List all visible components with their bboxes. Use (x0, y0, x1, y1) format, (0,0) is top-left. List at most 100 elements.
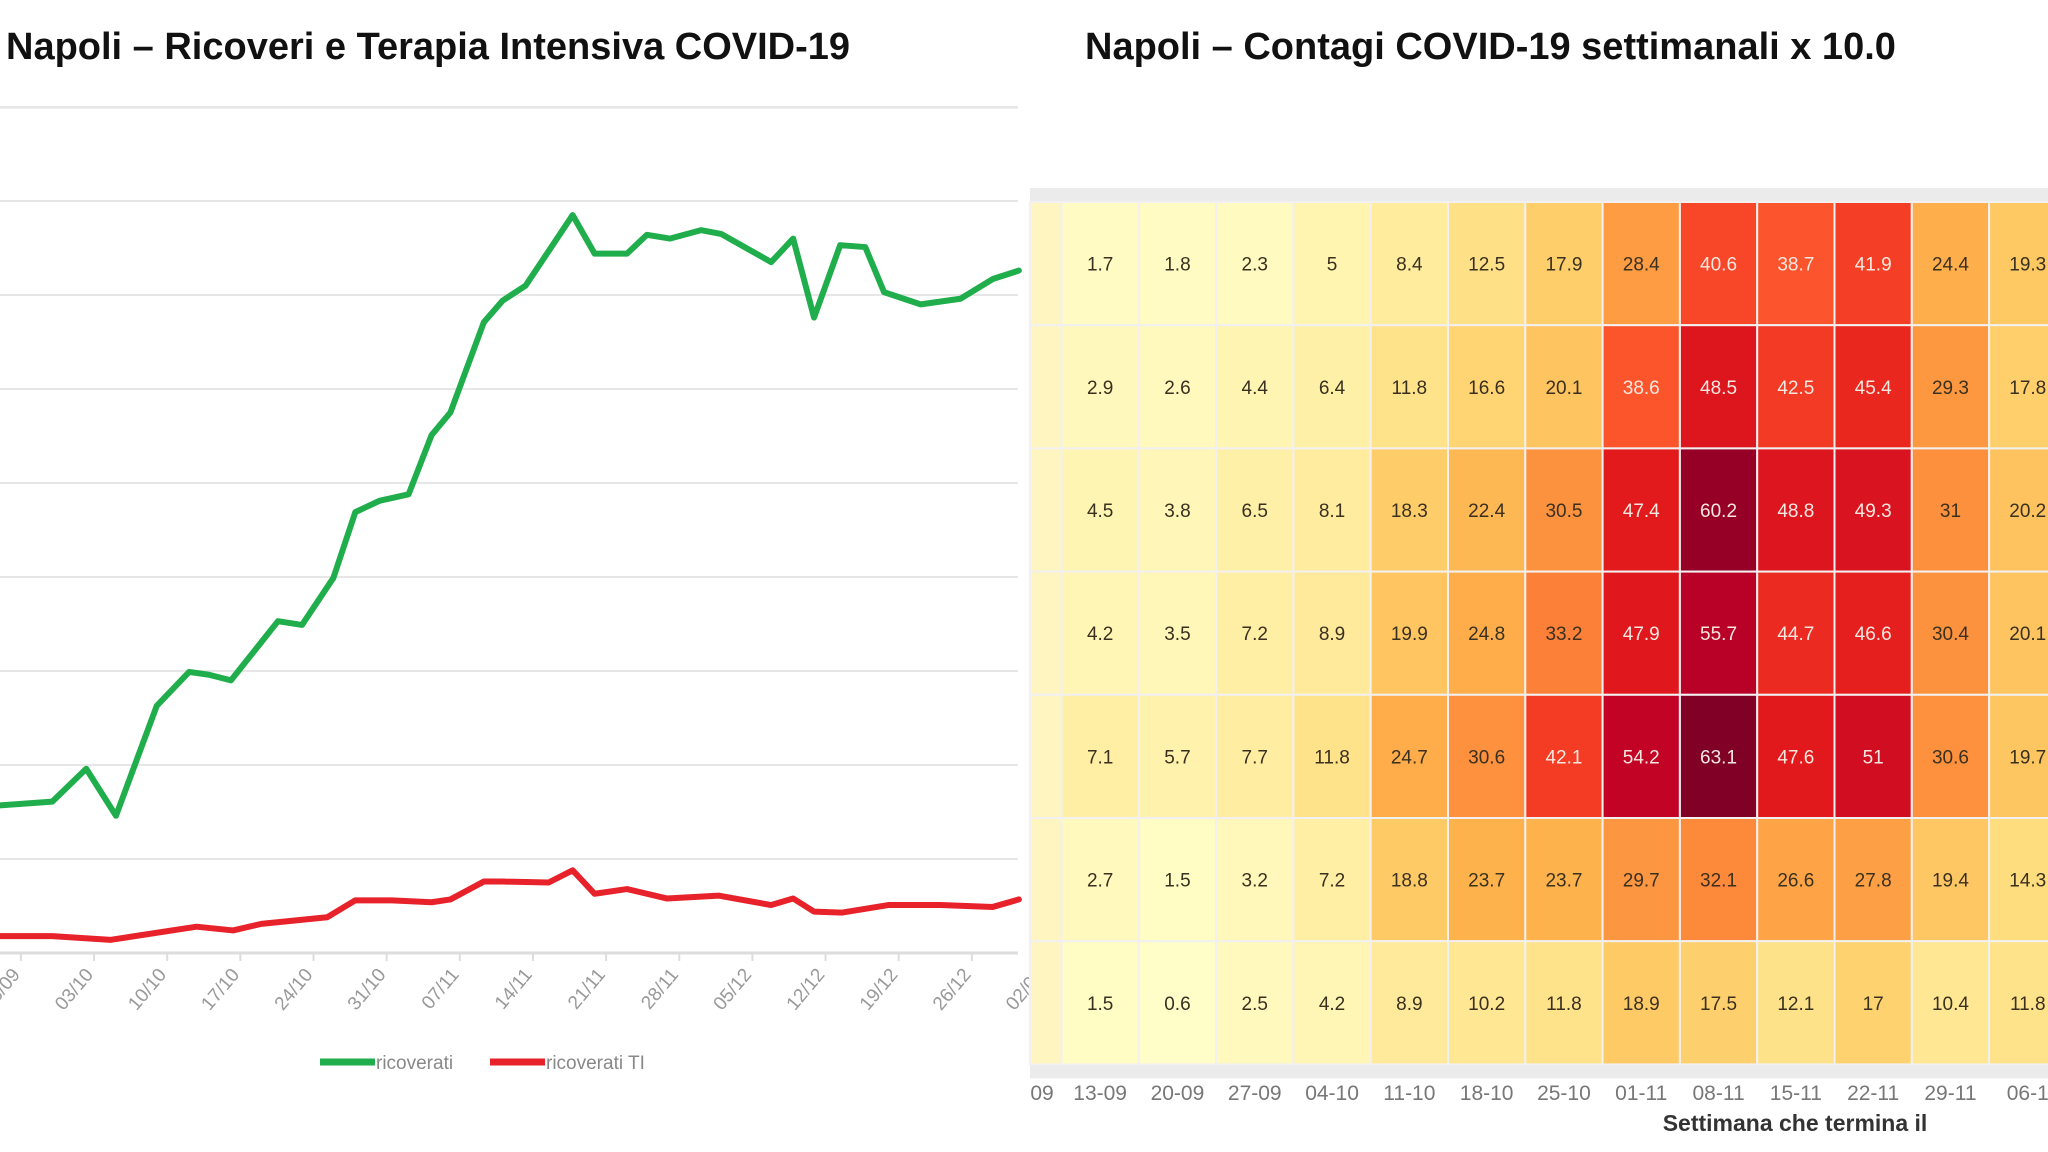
heatmap-value: 19.9 (1391, 624, 1428, 645)
heatmap-value: 5.7 (1164, 747, 1190, 768)
heatmap-value: 11.8 (1546, 994, 1582, 1015)
heatmap-value: 30.6 (1932, 747, 1969, 768)
heatmap-cell (1369, 817, 1449, 943)
series-line-ricoverati (0, 212, 1022, 819)
heatmap-value: 17.8 (2009, 378, 2046, 399)
heatmap-cell (1215, 940, 1295, 1066)
heatmap-cell (1369, 940, 1449, 1066)
heatmap-title: Napoli – Contagi COVID-19 settimanali x … (1085, 26, 1896, 68)
heatmap-value: 51 (1863, 747, 1884, 768)
heatmap-cell (1988, 324, 2048, 450)
heatmap-value: 24.8 (1468, 624, 1505, 645)
x-tick-label: 12/12 (783, 965, 830, 1015)
heatmap-value: 14.3 (2009, 871, 2046, 892)
heatmap-value: 12.1 (1777, 994, 1814, 1015)
heatmap-value: 20.1 (1545, 378, 1582, 399)
heatmap-cell (1756, 940, 1836, 1066)
legend-label: ricoverati (376, 1053, 453, 1074)
heatmap-cell (1369, 570, 1449, 696)
heatmap-value: 1.5 (1087, 994, 1113, 1015)
x-tick-label: 25-10 (1537, 1082, 1591, 1105)
heatmap-cell (1601, 201, 1681, 327)
heatmap-value: 30.5 (1545, 501, 1582, 522)
heatmap-value: 42.1 (1545, 747, 1582, 768)
heatmap-cell (1292, 817, 1372, 943)
heatmap-cell (1678, 693, 1759, 819)
heatmap-cell (1756, 817, 1836, 943)
heatmap-cell (1910, 324, 1991, 450)
line-chart-title: Napoli – Ricoveri e Terapia Intensiva CO… (6, 26, 851, 68)
heatmap-value: 40.6 (1700, 255, 1737, 276)
heatmap-value: 44.7 (1777, 624, 1814, 645)
heatmap-value: 11.8 (1314, 747, 1350, 768)
heatmap-cell (1215, 324, 1295, 450)
series-line-ricoverati-ti (0, 867, 1022, 943)
heatmap-value: 19.7 (2009, 747, 2046, 768)
heatmap-cell (1756, 693, 1836, 819)
heatmap-value: 22.4 (1468, 501, 1505, 522)
heatmap-value: 1.5 (1164, 871, 1190, 892)
heatmap-value: 4.2 (1087, 624, 1113, 645)
heatmap-cell (1601, 940, 1681, 1066)
heatmap-value: 0.6 (1164, 994, 1190, 1015)
x-tick-label: 15-11 (1770, 1082, 1822, 1105)
heatmap-cell (1447, 324, 1527, 450)
heatmap-value: 38.7 (1777, 255, 1814, 276)
heatmap-value: 7.2 (1242, 624, 1268, 645)
heatmap-value: 31 (1940, 501, 1961, 522)
heatmap-cell (1137, 817, 1218, 943)
x-tick-label: 13-09 (1073, 1082, 1127, 1105)
heatmap-cell (1910, 570, 1991, 696)
heatmap-value: 8.9 (1319, 624, 1345, 645)
heatmap-cell (1833, 570, 1913, 696)
heatmap-cell (1369, 447, 1449, 573)
heatmap-value: 6.4 (1319, 378, 1346, 399)
heatmap-cell (1833, 817, 1913, 943)
heatmap-cell (1369, 324, 1449, 450)
legend-label: ricoverati TI (546, 1053, 645, 1074)
heatmap-cell (1292, 940, 1372, 1066)
x-tick-label: 22-11 (1847, 1082, 1899, 1105)
line-chart: 26/09 03/10 10/10 17/10 24/10 31/10 07/11 14/11… (0, 106, 1030, 1074)
heatmap-value: 29.7 (1623, 871, 1660, 892)
x-tick-label: 14/11 (491, 965, 537, 1014)
heatmap-cell (1833, 324, 1913, 450)
heatmap-cell (1215, 447, 1295, 573)
heatmap-cell (1447, 693, 1527, 819)
heatmap-value: 8.1 (1319, 501, 1345, 522)
heatmap-value: 3.5 (1164, 624, 1190, 645)
heatmap-value: 28.4 (1623, 255, 1660, 276)
heatmap-value: 19.4 (1932, 871, 1969, 892)
heatmap-cell (1137, 324, 1218, 450)
heatmap-value: 19.3 (2009, 255, 2046, 276)
heatmap-value: 26.6 (1777, 871, 1814, 892)
heatmap-value: 47.4 (1623, 501, 1660, 522)
heatmap-cell (1369, 201, 1449, 327)
heatmap-cell (1292, 324, 1372, 450)
heatmap-value: 4.2 (1319, 994, 1345, 1015)
heatmap-cell (1029, 940, 1063, 1066)
heatmap-bottom-strip (1030, 1064, 2048, 1079)
heatmap-value: 29.3 (1932, 378, 1969, 399)
heatmap-value: 11.8 (1392, 378, 1428, 399)
heatmap-cell (1678, 201, 1759, 327)
heatmap-cell (1060, 817, 1140, 943)
heatmap-value: 38.6 (1623, 378, 1660, 399)
heatmap-cell (1060, 201, 1140, 327)
x-tick-label: 05/12 (710, 965, 757, 1015)
heatmap-value: 18.8 (1391, 871, 1428, 892)
heatmap-value: 8.4 (1396, 255, 1423, 276)
heatmap-value: 7.7 (1242, 747, 1268, 768)
heatmap-value: 49.3 (1855, 501, 1892, 522)
heatmap-value: 18.9 (1623, 994, 1660, 1015)
heatmap-cell (1910, 693, 1991, 819)
heatmap-value: 41.9 (1855, 255, 1892, 276)
heatmap-value: 17.5 (1700, 994, 1737, 1015)
heatmap-value: 42.5 (1777, 378, 1814, 399)
heatmap-cell (1988, 693, 2048, 819)
heatmap-value: 48.5 (1700, 378, 1737, 399)
heatmap-cell (1029, 817, 1063, 943)
x-tick-label: 03/10 (51, 965, 98, 1015)
heatmap-cell (1292, 447, 1372, 573)
x-tick-label: 26/12 (929, 965, 976, 1015)
